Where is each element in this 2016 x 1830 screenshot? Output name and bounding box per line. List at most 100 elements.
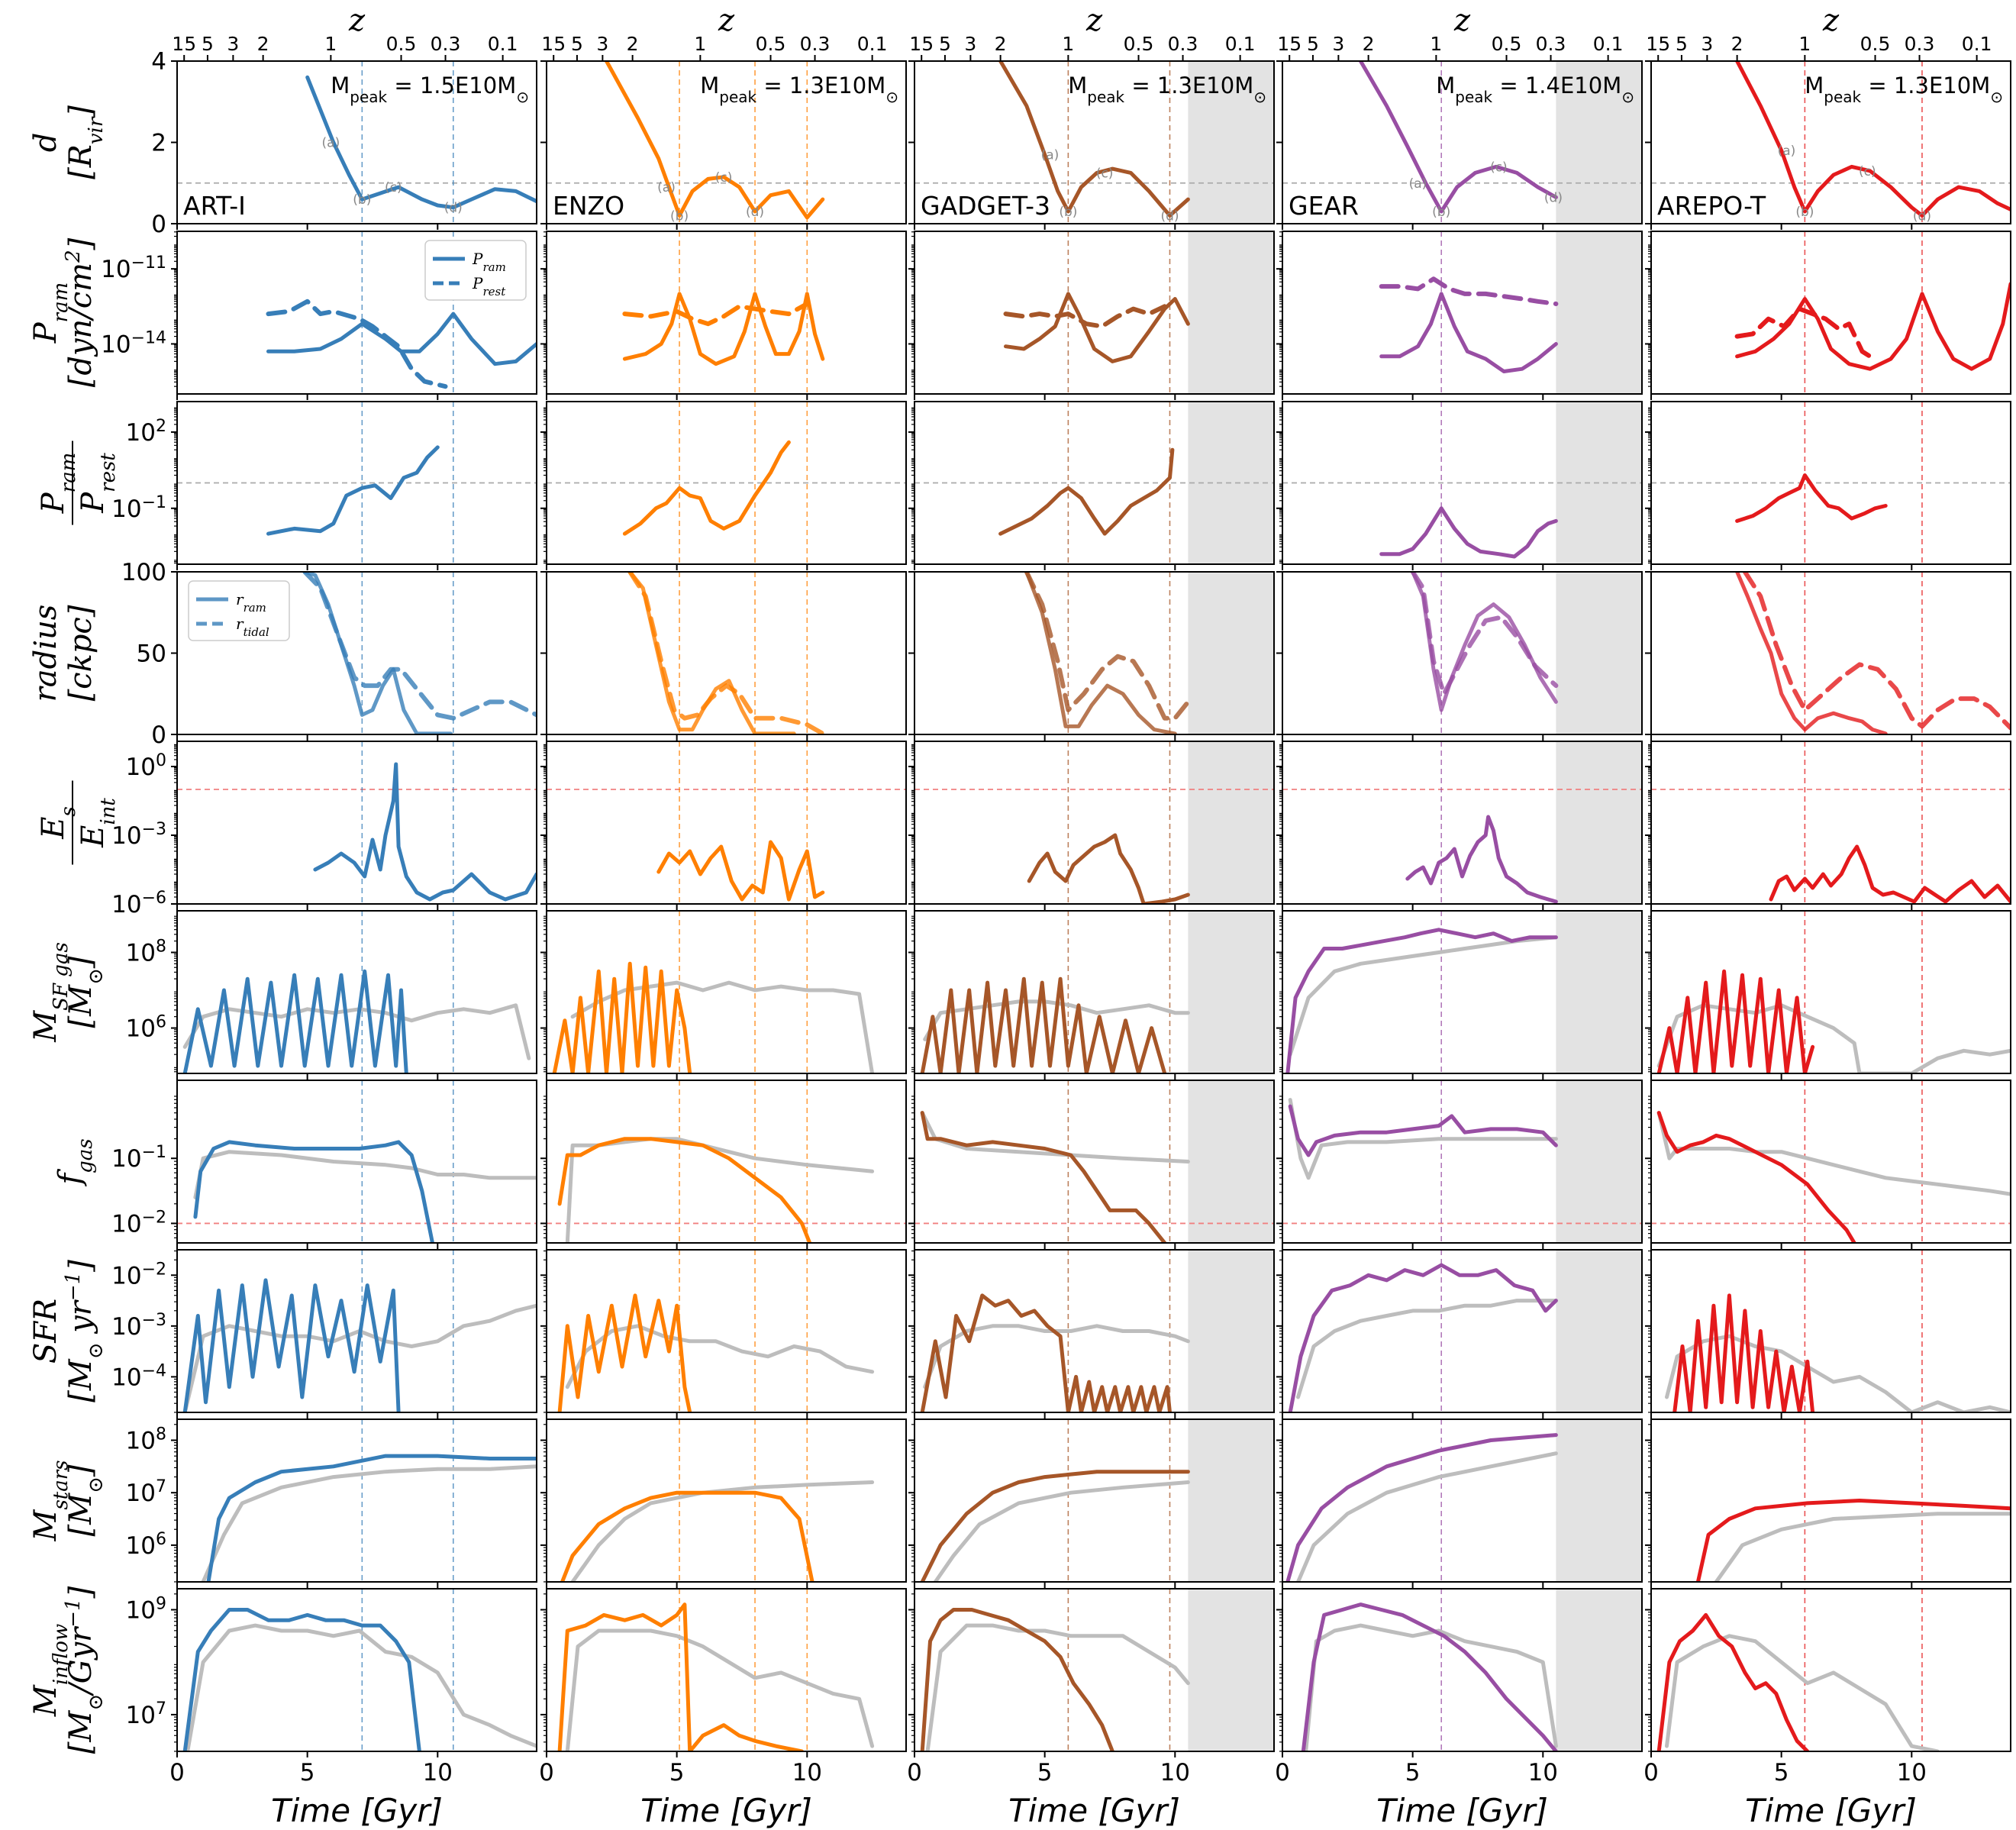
ylabel-denominator: Eint [76, 798, 120, 848]
legend-sym: r [236, 615, 244, 633]
shaded-region [1556, 1589, 1642, 1751]
series-sfr [1672, 1293, 1815, 1412]
ylabel-text: P [76, 492, 111, 514]
ztick-label: 0.1 [1962, 33, 1992, 55]
series-ratio [998, 447, 1175, 536]
xtick-label: 5 [669, 1759, 685, 1786]
panel-gear-pram [1276, 231, 1643, 400]
panel-frame [546, 1249, 907, 1413]
ylabel-sup: −1 [62, 1272, 85, 1301]
ytick-label: 100 [126, 751, 166, 782]
ytick-exponent: −11 [131, 253, 166, 273]
ytick-label: 10−2 [111, 1208, 166, 1238]
series-mstars [560, 1490, 814, 1582]
legend-label-2: Prest [472, 274, 506, 299]
ytick-base: 10 [101, 256, 131, 283]
event-label: (c) [1096, 166, 1114, 181]
mpeak-sun-subscript: ⊙ [516, 88, 529, 106]
panel-frame [546, 401, 907, 565]
xtick-label: 5 [1037, 1759, 1053, 1786]
series-fgas [557, 1137, 812, 1243]
plot-area [1282, 741, 1642, 904]
plot-area [1651, 1080, 2011, 1243]
ztick-label: 0.5 [1492, 33, 1522, 55]
series-ratio [1379, 506, 1558, 559]
plot-area [1651, 741, 2011, 904]
event-label: (b) [1059, 205, 1077, 220]
panel-gadget-3-radius [908, 571, 1275, 741]
event-label: (a) [1409, 176, 1427, 192]
z-axis-title: z [1822, 3, 1840, 38]
series-mstars [1695, 1499, 2011, 1582]
series-p-ram [1735, 282, 2011, 371]
plot-area [1379, 231, 1642, 394]
event-label: (b) [1795, 205, 1814, 220]
panel-gadget-3-ratio [908, 401, 1275, 570]
series-sfr [182, 1278, 401, 1412]
series-inflow-comparison [565, 1628, 875, 1751]
plot-area: (a) (b) (c) (d) [1651, 61, 2011, 224]
ytick-label: 10−1 [111, 492, 166, 523]
event-label: (d) [1913, 208, 1931, 224]
ylabel-line2: [M⊙] [63, 956, 108, 1028]
panel-frame [1650, 1588, 2011, 1752]
series-msf-comparison [570, 980, 875, 1073]
ytick-label: 10−1 [111, 1143, 166, 1173]
panel-frame [176, 231, 537, 395]
mpeak-symbol: M [700, 73, 719, 98]
ztick-label: 3 [227, 33, 239, 55]
series-es [313, 762, 537, 902]
legend-sym: r [236, 590, 244, 608]
ytick-exponent: 6 [156, 1012, 166, 1031]
event-label: (a) [1778, 144, 1796, 159]
ytick-exponent: −4 [142, 1361, 166, 1380]
shaded-region [1188, 1419, 1274, 1582]
plot-area [1665, 1250, 2011, 1412]
series-inflow-comparison [1665, 1634, 1940, 1751]
ytick-exponent: −2 [142, 1260, 166, 1279]
ylabel-sub: ⊙ [85, 1477, 108, 1493]
ytick-exponent: 6 [156, 1529, 166, 1548]
z-axis-title: z [1085, 3, 1103, 38]
ytick-exponent: 2 [156, 416, 166, 435]
ytick-label: 10−3 [111, 1310, 166, 1341]
mpeak-subscript: peak [719, 88, 756, 106]
plot-area [1301, 1589, 1642, 1751]
ytick-exponent: 0 [156, 751, 166, 770]
shaded-region [1188, 1589, 1274, 1751]
ylabel-line2: [Rvir] [63, 105, 108, 179]
mpeak-sun-subscript: ⊙ [885, 88, 898, 106]
ztick-label: 0.5 [386, 33, 417, 55]
series-p-ram [1379, 292, 1558, 373]
ylabel-text: [dyn/cm [63, 263, 98, 387]
plot-area: (a) (b) (c) (d) [1282, 61, 1642, 224]
plot-area [920, 911, 1274, 1073]
event-label: (d) [746, 205, 764, 220]
legend-sym: P [472, 250, 483, 268]
ztick-label: 3 [1332, 33, 1344, 55]
series-msf [182, 969, 408, 1073]
panel-arepo-t-inflow [1645, 1588, 2011, 1757]
series-sfr-comparison [923, 1324, 1190, 1389]
plot-area: (a) (b) (c) (d) [547, 61, 906, 224]
plot-area [557, 1250, 875, 1412]
shaded-region [1556, 741, 1642, 904]
plot-area [1282, 1080, 1642, 1243]
series-r-ram [1024, 572, 1177, 734]
series-inflow [182, 1608, 421, 1751]
series-msf [1285, 928, 1558, 1073]
ylabel-line2: [M⊙ yr−1] [62, 1260, 108, 1402]
ylabel-text: E [36, 817, 71, 840]
panel-art-i-mstars [171, 1418, 537, 1588]
plot-area [1656, 1589, 1940, 1751]
plot-area [1695, 1419, 2011, 1582]
panel-frame [914, 231, 1275, 395]
event-label: (a) [322, 136, 340, 151]
ztick-label: 5 [571, 33, 583, 55]
panel-art-i-sfr [171, 1249, 537, 1418]
xtick-label: 10 [1160, 1759, 1190, 1786]
series-p-ram [1004, 292, 1190, 363]
ylabel-text: [R [63, 144, 98, 179]
